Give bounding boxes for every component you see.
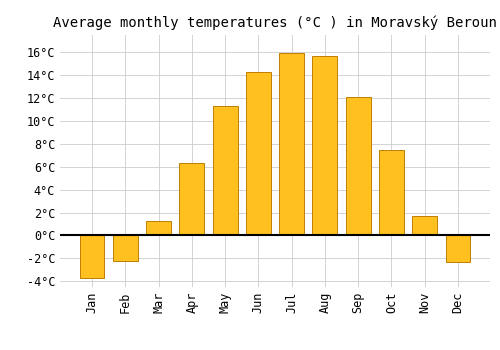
- Bar: [80, 236, 104, 278]
- Bar: [446, 236, 470, 262]
- Title: Average monthly temperatures (°C ) in Moravský Beroun: Average monthly temperatures (°C ) in Mo…: [53, 15, 497, 30]
- Bar: [346, 97, 370, 236]
- Bar: [212, 106, 238, 236]
- Bar: [279, 53, 304, 236]
- Bar: [246, 72, 271, 236]
- Bar: [180, 163, 204, 236]
- Bar: [412, 216, 437, 236]
- Bar: [312, 56, 338, 236]
- Bar: [379, 149, 404, 236]
- Bar: [146, 220, 171, 236]
- Bar: [113, 236, 138, 261]
